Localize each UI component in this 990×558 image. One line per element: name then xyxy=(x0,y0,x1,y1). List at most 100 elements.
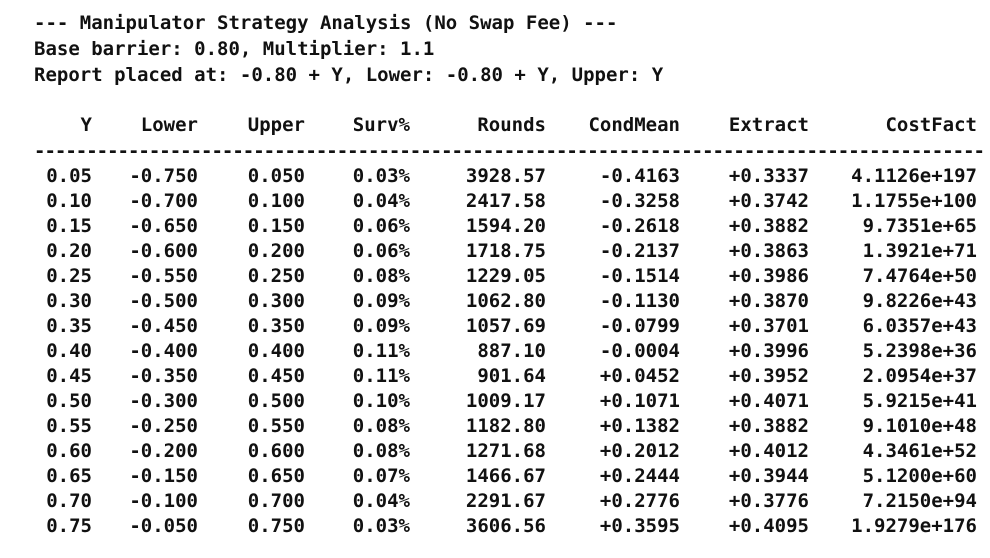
table-cell: 0.75 xyxy=(46,515,92,537)
table-cell: 0.20 xyxy=(46,240,92,262)
terminal-output: --- Manipulator Strategy Analysis (No Sw… xyxy=(34,12,990,539)
table-cell: 0.650 xyxy=(247,465,305,487)
table-cell: -0.200 xyxy=(129,440,198,462)
table-cell: 0.55 xyxy=(46,415,92,437)
table-cell: 901.64 xyxy=(477,365,546,387)
table-cell: 0.550 xyxy=(247,415,305,437)
table-cell: -0.150 xyxy=(129,465,198,487)
table-cell: +0.3742 xyxy=(728,190,809,212)
table-cell: 0.07% xyxy=(352,465,410,487)
table-cell: +0.1071 xyxy=(599,390,680,412)
table-cell: +0.4071 xyxy=(728,390,809,412)
table-cell: 0.06% xyxy=(352,240,410,262)
column-header-extract: Extract xyxy=(728,114,809,136)
table-cell: 1062.80 xyxy=(465,290,546,312)
column-header-y: Y xyxy=(80,114,92,136)
table-cell: +0.3882 xyxy=(728,415,809,437)
table-cell: 0.60 xyxy=(46,440,92,462)
table-cell: 0.250 xyxy=(247,265,305,287)
column-header-upper: Upper xyxy=(247,114,305,136)
report-title: --- Manipulator Strategy Analysis (No Sw… xyxy=(34,12,618,34)
table-cell: 0.65 xyxy=(46,465,92,487)
table-cell: 0.11% xyxy=(352,340,410,362)
table-cell: -0.300 xyxy=(129,390,198,412)
table-row: 0.20 -0.600 0.200 0.06% 1718.75 -0.2137 +0.386… xyxy=(34,239,990,264)
table-cell: 7.2150e+94 xyxy=(862,490,977,512)
table-cell: 5.1200e+60 xyxy=(862,465,977,487)
table-cell: 0.45 xyxy=(46,365,92,387)
table-cell: +0.3944 xyxy=(728,465,809,487)
table-cell: -0.650 xyxy=(129,215,198,237)
table-cell: 0.100 xyxy=(247,190,305,212)
table-cell: 1229.05 xyxy=(465,265,546,287)
table-cell: -0.250 xyxy=(129,415,198,437)
table-cell: 0.08% xyxy=(352,265,410,287)
table-cell: 0.11% xyxy=(352,365,410,387)
table-cell: +0.3882 xyxy=(728,215,809,237)
table-cell: 1057.69 xyxy=(465,315,546,337)
table-cell: 0.600 xyxy=(247,440,305,462)
table-cell: +0.4095 xyxy=(728,515,809,537)
column-header-costfact: CostFact xyxy=(885,114,977,136)
table-cell: 1271.68 xyxy=(465,440,546,462)
table-cell: +0.3870 xyxy=(728,290,809,312)
table-row: 0.15 -0.650 0.150 0.06% 1594.20 -0.2618 +0.388… xyxy=(34,214,990,239)
column-header-condmean: CondMean xyxy=(588,114,680,136)
table-cell: -0.750 xyxy=(129,165,198,187)
table-cell: 4.3461e+52 xyxy=(862,440,977,462)
table-cell: -0.600 xyxy=(129,240,198,262)
table-cell: 0.15 xyxy=(46,215,92,237)
table-cell: -0.3258 xyxy=(599,190,680,212)
table-cell: 1.9279e+176 xyxy=(851,515,977,537)
table-cell: +0.3701 xyxy=(728,315,809,337)
table-cell: 1718.75 xyxy=(465,240,546,262)
table-cell: +0.3595 xyxy=(599,515,680,537)
table-cell: 0.400 xyxy=(247,340,305,362)
report-placement: Report placed at: -0.80 + Y, Lower: -0.8… xyxy=(34,64,664,86)
table-body: 0.05 -0.750 0.050 0.03% 3928.57 -0.4163 +0.333… xyxy=(34,164,990,539)
table-header-row: Y Lower Upper Surv% Rounds CondMean Extract Cos… xyxy=(34,112,990,138)
table-cell: -0.100 xyxy=(129,490,198,512)
table-cell: +0.3863 xyxy=(728,240,809,262)
table-separator: ----------------------------------------… xyxy=(34,140,984,162)
blank-line xyxy=(34,88,990,112)
table-cell: -0.1130 xyxy=(599,290,680,312)
table-cell: 4.1126e+197 xyxy=(851,165,977,187)
table-cell: -0.450 xyxy=(129,315,198,337)
table-cell: -0.4163 xyxy=(599,165,680,187)
column-header-rounds: Rounds xyxy=(477,114,546,136)
table-cell: -0.050 xyxy=(129,515,198,537)
table-cell: 0.30 xyxy=(46,290,92,312)
table-cell: +0.2776 xyxy=(599,490,680,512)
table-cell: 9.7351e+65 xyxy=(862,215,977,237)
table-cell: +0.3337 xyxy=(728,165,809,187)
table-cell: 0.04% xyxy=(352,490,410,512)
table-cell: +0.3776 xyxy=(728,490,809,512)
table-cell: 0.450 xyxy=(247,365,305,387)
table-row: 0.50 -0.300 0.500 0.10% 1009.17 +0.1071 +0.407… xyxy=(34,389,990,414)
table-cell: 5.2398e+36 xyxy=(862,340,977,362)
column-header-lower: Lower xyxy=(140,114,198,136)
table-cell: 2291.67 xyxy=(465,490,546,512)
table-cell: 0.03% xyxy=(352,165,410,187)
table-cell: 0.700 xyxy=(247,490,305,512)
table-row: 0.45 -0.350 0.450 0.11% 901.64 +0.0452 +0.3952… xyxy=(34,364,990,389)
table-cell: -0.700 xyxy=(129,190,198,212)
table-cell: 0.300 xyxy=(247,290,305,312)
table-cell: 7.4764e+50 xyxy=(862,265,977,287)
table-cell: -0.2137 xyxy=(599,240,680,262)
table-row: 0.55 -0.250 0.550 0.08% 1182.80 +0.1382 +0.388… xyxy=(34,414,990,439)
table-cell: 0.200 xyxy=(247,240,305,262)
table-row: 0.05 -0.750 0.050 0.03% 3928.57 -0.4163 +0.333… xyxy=(34,164,990,189)
table-cell: 1466.67 xyxy=(465,465,546,487)
table-cell: 6.0357e+43 xyxy=(862,315,977,337)
table-cell: 0.10 xyxy=(46,190,92,212)
table-row: 0.10 -0.700 0.100 0.04% 2417.58 -0.3258 +0.374… xyxy=(34,189,990,214)
table-cell: -0.500 xyxy=(129,290,198,312)
table-cell: 1.1755e+100 xyxy=(851,190,977,212)
table-cell: -0.0799 xyxy=(599,315,680,337)
column-header-surv: Surv% xyxy=(352,114,410,136)
table-cell: 3606.56 xyxy=(465,515,546,537)
table-cell: -0.400 xyxy=(129,340,198,362)
table-cell: -0.550 xyxy=(129,265,198,287)
